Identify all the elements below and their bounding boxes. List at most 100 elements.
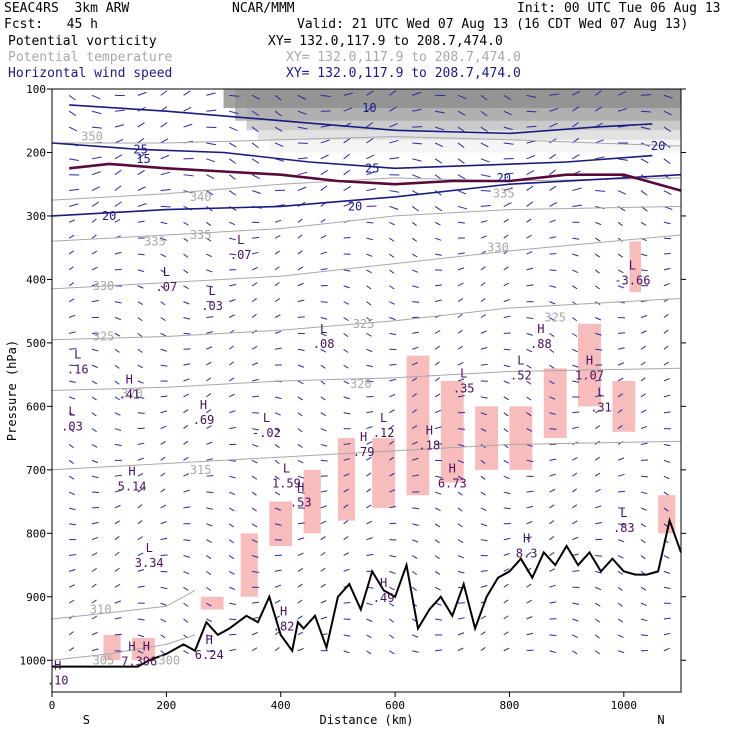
wind-vector [389, 301, 395, 305]
wind-vector [114, 633, 122, 636]
wind-vector [480, 298, 486, 303]
wind-vector [526, 459, 534, 463]
wind-vector [183, 506, 191, 509]
wind-vector [412, 650, 419, 653]
wind-vector [68, 459, 74, 464]
wind-vector [183, 90, 191, 96]
y-tick-label: 700 [26, 464, 46, 477]
wind-vector [412, 474, 420, 477]
wind-vector [366, 456, 372, 461]
wind-vector [389, 317, 396, 321]
theta-contour [52, 589, 196, 620]
wind-vector [114, 169, 122, 176]
hl-marker-letter: L [68, 404, 75, 418]
wind-vector [366, 380, 374, 383]
wind-vector [160, 650, 166, 655]
wind-vector [480, 475, 486, 480]
wind-vector [251, 631, 258, 636]
wind-vector [389, 221, 395, 226]
wind-vector [206, 92, 216, 96]
wind-vector [366, 106, 374, 112]
x-axis-label: Distance (km) [320, 713, 414, 727]
wind-vector [91, 615, 98, 620]
theta-contour [52, 298, 681, 341]
wind-vector [228, 523, 235, 528]
wind-vector [389, 253, 395, 258]
hl-marker-letter: H [200, 398, 207, 412]
hl-marker-value: .07 [156, 280, 178, 294]
hl-marker-letter: L [263, 411, 270, 425]
wind-vector [183, 106, 192, 112]
y-tick-label: 600 [26, 400, 46, 413]
wind-vector [183, 285, 189, 290]
wind-vector [663, 394, 671, 398]
wind-value-label: 25 [133, 142, 147, 156]
wind-vector [480, 523, 488, 527]
wind-vector [389, 586, 395, 591]
wind-vector [251, 555, 259, 558]
field-name-pv: Potential vorticity [8, 34, 157, 49]
field-name-theta: Potential temperature [8, 50, 173, 65]
wind-vector [457, 126, 465, 133]
wind-vector [183, 409, 189, 414]
wind-vector [480, 110, 488, 117]
wind-vector [480, 142, 489, 148]
wind-vector [640, 393, 646, 398]
wind-vector [343, 185, 352, 191]
wind-vector [526, 599, 532, 604]
wind-vector [114, 617, 122, 620]
wind-vector [297, 647, 304, 652]
hl-marker-value: .96 [136, 654, 158, 668]
wind-vector [343, 650, 350, 654]
wind-vector [389, 285, 395, 290]
wind-vector [434, 361, 440, 366]
theta-contour [52, 177, 681, 201]
wind-vector [389, 269, 395, 274]
wind-vector [526, 520, 533, 525]
wind-speed-contour [52, 142, 653, 170]
wind-vector [480, 363, 488, 366]
wind-vector [411, 377, 418, 382]
wind-vector [69, 203, 79, 207]
wind-vector [617, 602, 623, 607]
hl-marker-letter: H [126, 373, 133, 387]
wind-vector [618, 158, 628, 161]
wind-vector [183, 317, 191, 320]
wind-vector [343, 269, 351, 272]
wind-vector [503, 537, 511, 541]
wind-vector [366, 348, 373, 353]
wind-vector [663, 459, 671, 463]
wind-vector [320, 459, 328, 462]
wind-vector [366, 171, 376, 176]
wind-vector [69, 380, 76, 383]
wind-vector [68, 631, 74, 636]
hl-marker-value: .49 [373, 591, 395, 605]
wind-vector [389, 393, 396, 398]
wind-vector [297, 396, 303, 401]
wind-vector [137, 380, 144, 384]
wind-vector [183, 363, 191, 366]
wind-vector [320, 443, 328, 447]
hl-marker-letter: L [163, 265, 170, 279]
wind-vector [549, 332, 555, 337]
wind-vector [526, 155, 536, 160]
wind-vector [572, 253, 579, 257]
wind-vector [640, 377, 646, 382]
wind-vector [549, 122, 558, 128]
wind-vector [457, 475, 464, 480]
wind-vector [412, 539, 419, 543]
wind-vector [160, 537, 168, 541]
wind-vector [572, 380, 580, 383]
theta-value-label: 305 [93, 653, 115, 667]
wind-vector [228, 539, 234, 544]
wind-vector [572, 411, 580, 414]
wind-vector [663, 475, 670, 480]
hl-marker-letter: H [426, 423, 433, 437]
wind-vector [503, 507, 511, 510]
wind-vector [457, 443, 465, 447]
wind-vector [595, 190, 606, 192]
wind-vector [252, 251, 259, 255]
wind-vector [91, 491, 100, 494]
hl-marker-value: .83 [613, 521, 635, 535]
wind-vector [572, 536, 579, 541]
